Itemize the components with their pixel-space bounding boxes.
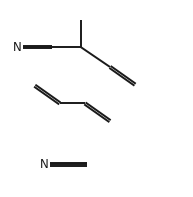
Text: N: N [13, 41, 22, 54]
Text: N: N [40, 158, 49, 171]
